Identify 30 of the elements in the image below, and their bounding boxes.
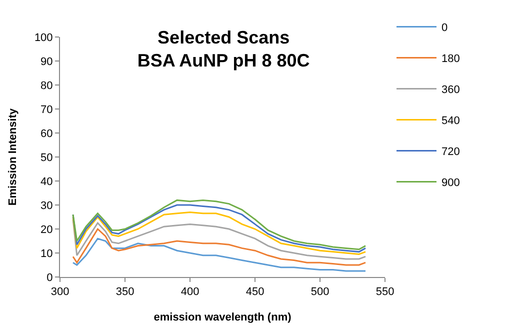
x-tick-label: 450	[246, 286, 264, 298]
chart-title: Selected Scans BSA AuNP pH 8 80C	[137, 27, 310, 71]
y-tick-label: 70	[40, 104, 53, 116]
legend-label: 0	[442, 22, 448, 34]
legend-label: 900	[442, 176, 460, 189]
line-series	[72, 238, 366, 272]
legend-label: 180	[442, 52, 460, 65]
y-tick-label: 90	[40, 56, 53, 68]
x-tick-label: 350	[116, 286, 134, 298]
y-tick-label: 20	[40, 224, 53, 236]
y-axis-title: Emission Intensity	[7, 108, 20, 206]
legend-label: 540	[442, 114, 460, 127]
x-tick-label: 300	[50, 286, 70, 298]
y-tick-label: 100	[34, 32, 53, 44]
legend-label: 360	[442, 84, 460, 96]
y-tick-label: 50	[40, 152, 53, 164]
y-tick-label: 30	[40, 200, 53, 212]
y-tick-label: 0	[46, 272, 53, 284]
x-tick-label: 400	[180, 286, 200, 298]
y-tick-label: 60	[40, 128, 53, 140]
x-axis-title: emission wavelength (nm)	[154, 311, 292, 324]
x-tick-label: 550	[376, 286, 394, 298]
y-tick-label: 80	[40, 80, 53, 92]
y-tick-label: 40	[40, 176, 53, 188]
legend-label: 720	[442, 146, 460, 158]
line-series	[72, 211, 366, 255]
line-series	[72, 218, 366, 260]
line-series	[72, 228, 366, 266]
x-tick-label: 500	[310, 286, 330, 298]
y-tick-label: 10	[40, 248, 53, 260]
